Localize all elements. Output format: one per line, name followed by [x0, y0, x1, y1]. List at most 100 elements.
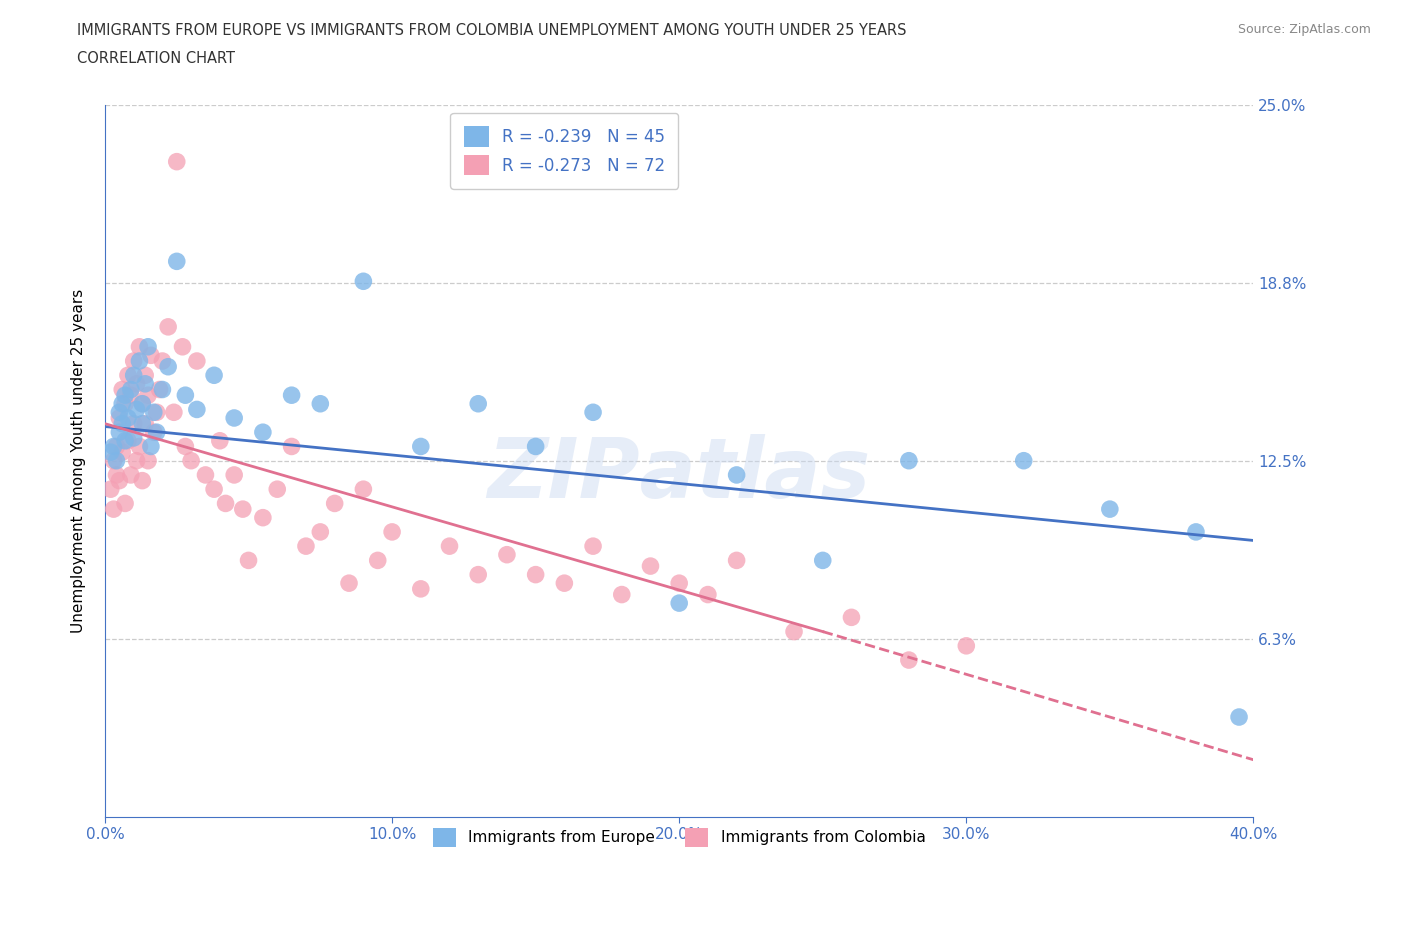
Point: [295, 538, 318, 553]
Point: [323, 496, 346, 511]
Point: [105, 439, 128, 454]
Point: [409, 581, 432, 596]
Point: [524, 567, 547, 582]
Point: [120, 468, 142, 483]
Point: [309, 396, 332, 411]
Point: [157, 359, 180, 374]
Point: [111, 445, 134, 459]
Point: [114, 396, 136, 411]
Point: [122, 431, 145, 445]
Point: [194, 468, 217, 483]
Point: [224, 468, 246, 483]
Point: [224, 410, 246, 425]
Point: [100, 445, 122, 459]
Point: [174, 388, 197, 403]
Point: [125, 402, 148, 417]
Point: [186, 353, 208, 368]
Point: [128, 353, 150, 368]
Point: [120, 388, 142, 403]
Point: [166, 154, 188, 169]
Point: [725, 553, 748, 568]
Point: [125, 377, 148, 392]
Point: [897, 653, 920, 668]
Point: [409, 439, 432, 454]
Point: [309, 525, 332, 539]
Point: [280, 439, 302, 454]
Point: [131, 417, 153, 432]
Point: [553, 576, 575, 591]
Point: [142, 405, 165, 419]
Point: [136, 453, 159, 468]
Point: [122, 353, 145, 368]
Point: [166, 254, 188, 269]
Point: [148, 382, 170, 397]
Point: [108, 405, 131, 419]
Point: [114, 433, 136, 448]
Point: [367, 553, 389, 568]
Point: [131, 396, 153, 411]
Point: [142, 425, 165, 440]
Point: [134, 368, 156, 383]
Point: [696, 587, 718, 602]
Point: [105, 453, 128, 468]
Point: [134, 417, 156, 432]
Point: [122, 417, 145, 432]
Point: [640, 559, 662, 574]
Point: [582, 538, 605, 553]
Point: [128, 339, 150, 354]
Legend: Immigrants from Europe, Immigrants from Colombia: Immigrants from Europe, Immigrants from …: [420, 816, 938, 859]
Point: [152, 353, 174, 368]
Point: [280, 388, 302, 403]
Point: [139, 348, 162, 363]
Text: CORRELATION CHART: CORRELATION CHART: [77, 51, 235, 66]
Point: [103, 439, 125, 454]
Point: [783, 624, 806, 639]
Point: [1227, 710, 1250, 724]
Point: [352, 273, 374, 288]
Point: [811, 553, 834, 568]
Point: [352, 482, 374, 497]
Point: [897, 453, 920, 468]
Text: ZIP​atlas: ZIP​atlas: [488, 434, 870, 515]
Point: [668, 576, 690, 591]
Point: [145, 425, 167, 440]
Point: [208, 433, 231, 448]
Point: [108, 425, 131, 440]
Point: [1185, 525, 1208, 539]
Point: [120, 382, 142, 397]
Point: [668, 596, 690, 611]
Point: [131, 396, 153, 411]
Point: [111, 396, 134, 411]
Point: [841, 610, 863, 625]
Point: [439, 538, 461, 553]
Point: [128, 439, 150, 454]
Point: [381, 525, 404, 539]
Point: [725, 468, 748, 483]
Y-axis label: Unemployment Among Youth under 25 years: Unemployment Among Youth under 25 years: [72, 288, 86, 632]
Point: [238, 553, 260, 568]
Point: [145, 405, 167, 419]
Point: [108, 473, 131, 488]
Point: [108, 410, 131, 425]
Point: [134, 377, 156, 392]
Point: [252, 425, 274, 440]
Text: Source: ZipAtlas.com: Source: ZipAtlas.com: [1237, 23, 1371, 36]
Point: [117, 410, 139, 425]
Point: [496, 547, 519, 562]
Point: [117, 368, 139, 383]
Point: [105, 468, 128, 483]
Point: [172, 339, 194, 354]
Point: [232, 501, 254, 516]
Point: [610, 587, 633, 602]
Point: [214, 496, 236, 511]
Point: [1012, 453, 1035, 468]
Point: [111, 417, 134, 432]
Point: [955, 638, 977, 653]
Point: [157, 319, 180, 334]
Point: [103, 501, 125, 516]
Point: [117, 433, 139, 448]
Point: [125, 453, 148, 468]
Point: [202, 482, 225, 497]
Point: [152, 382, 174, 397]
Text: IMMIGRANTS FROM EUROPE VS IMMIGRANTS FROM COLOMBIA UNEMPLOYMENT AMONG YOUTH UNDE: IMMIGRANTS FROM EUROPE VS IMMIGRANTS FRO…: [77, 23, 907, 38]
